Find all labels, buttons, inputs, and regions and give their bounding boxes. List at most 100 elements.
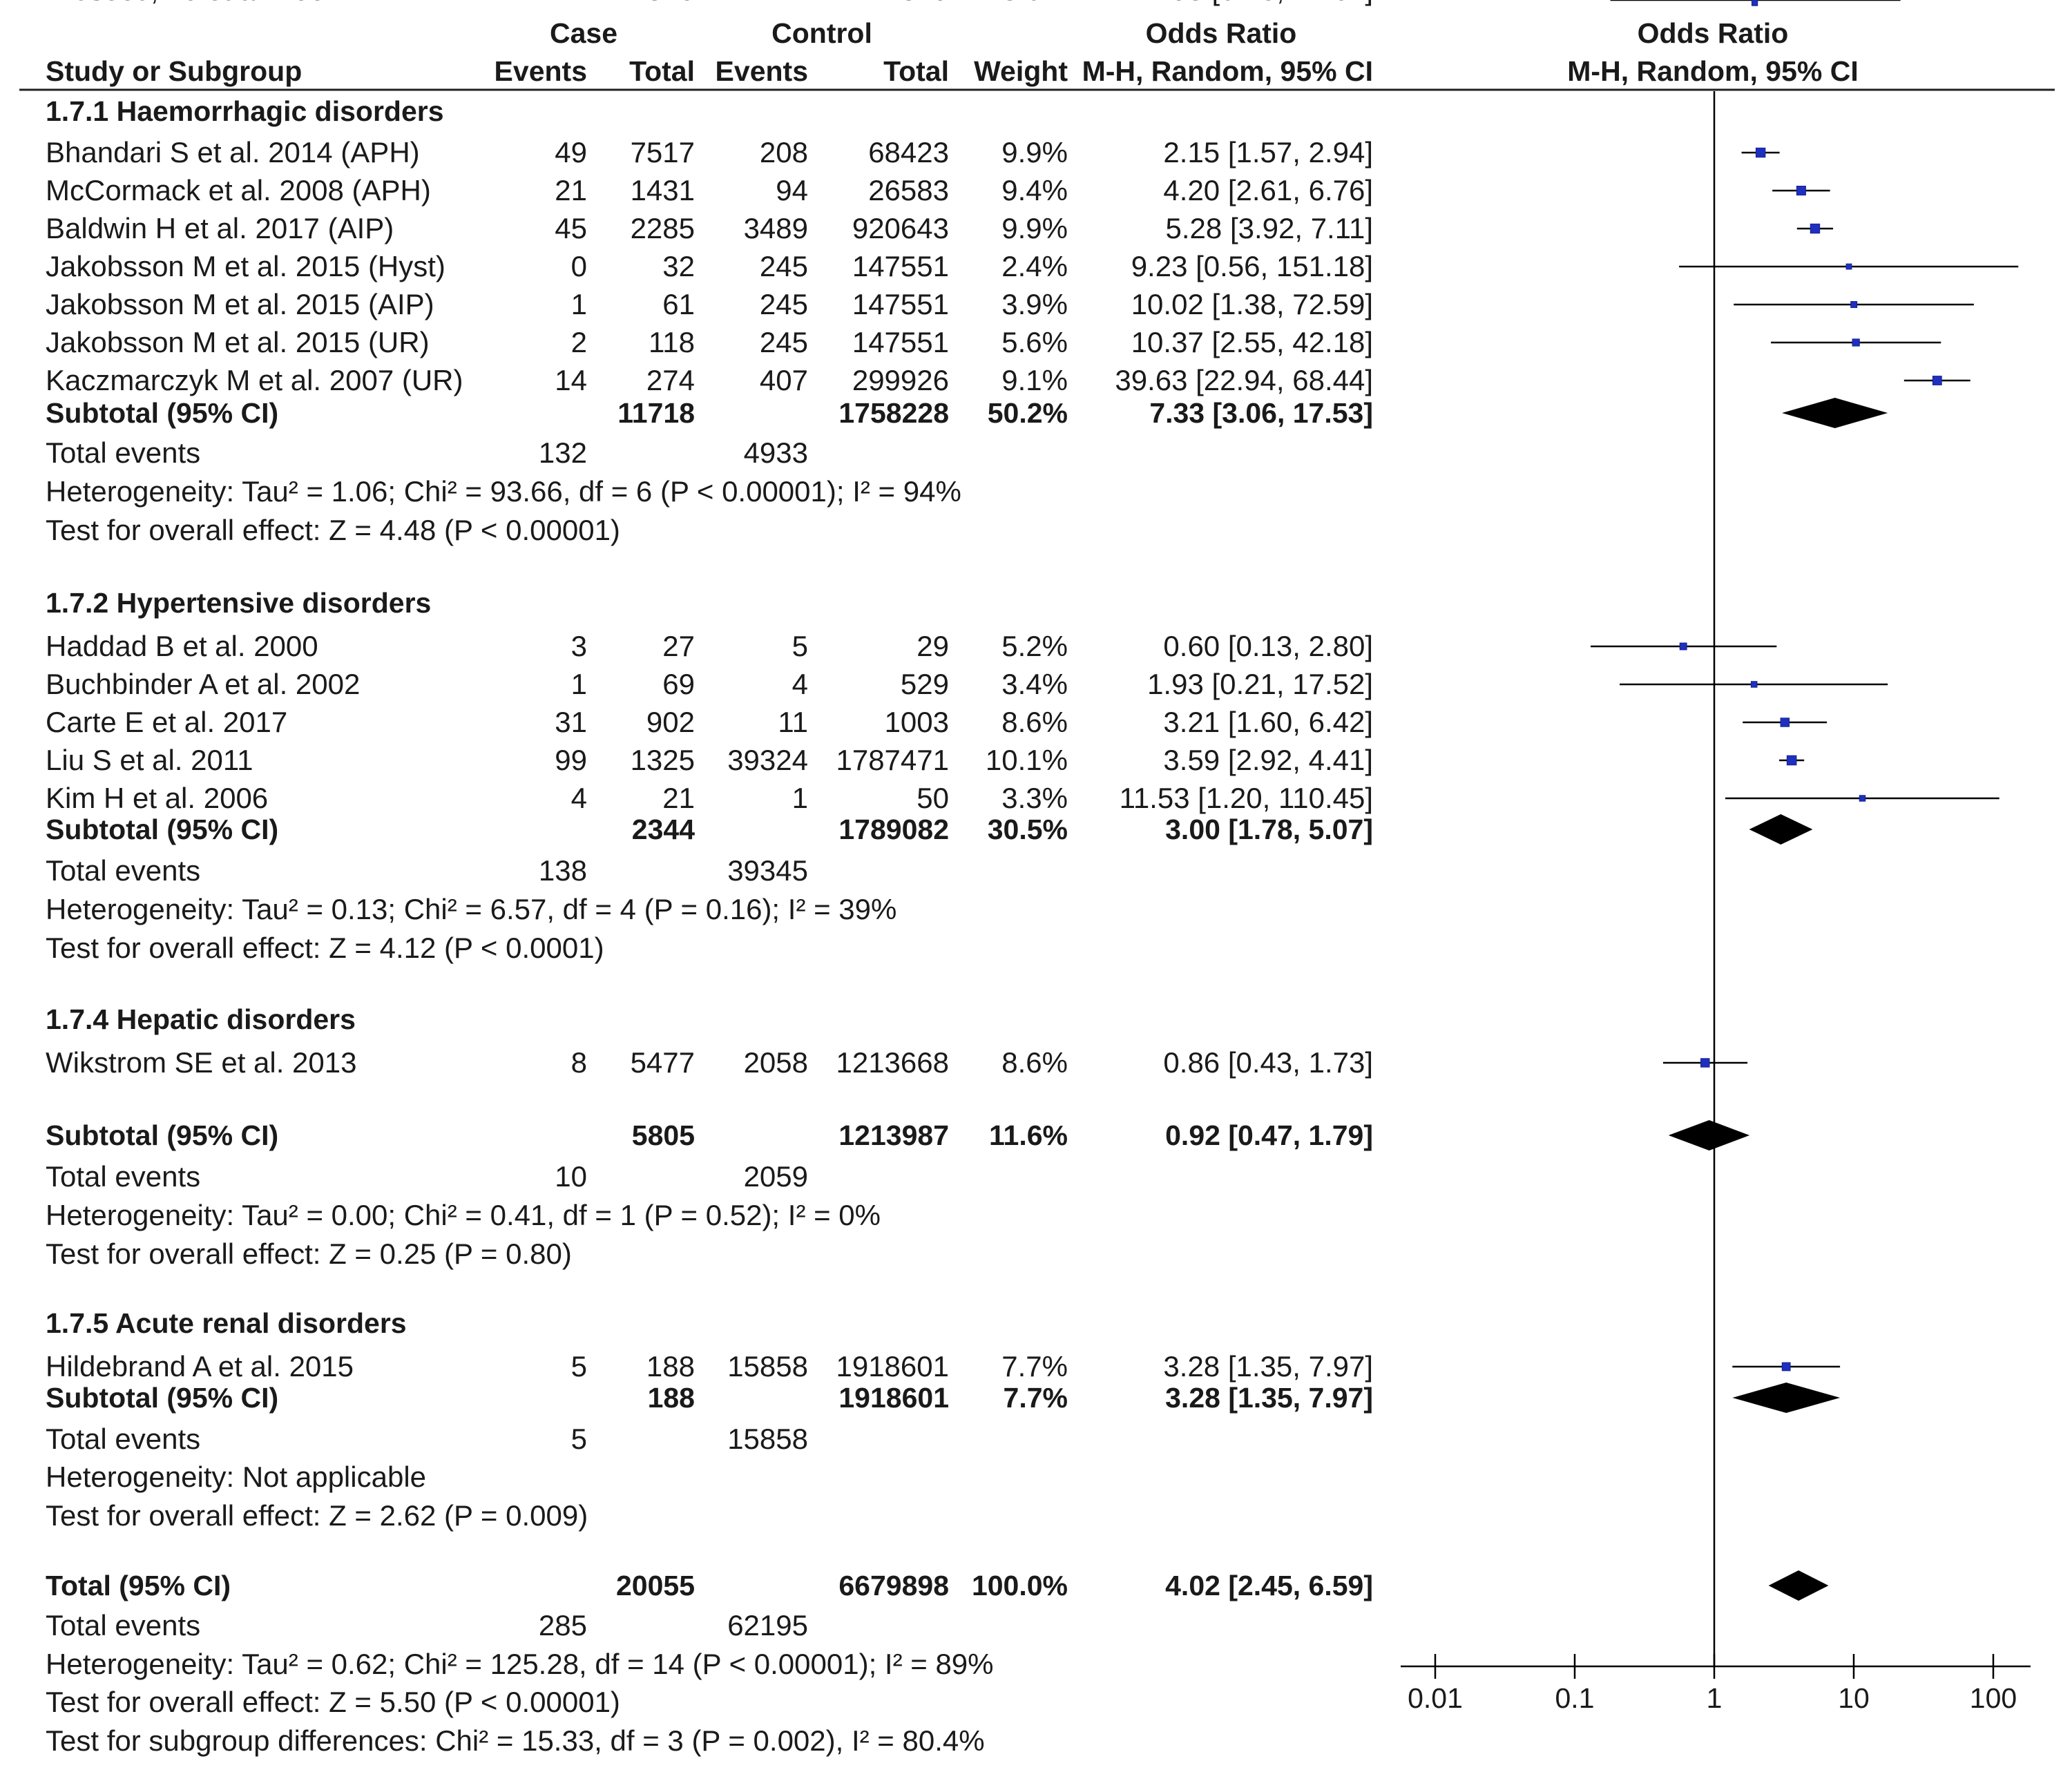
- odds-ratio-ci: 5.28 [3.92, 7.11]: [1166, 212, 1373, 244]
- control-events: 39324: [727, 744, 808, 776]
- total-events-control: 39345: [727, 854, 808, 887]
- control-events: 407: [760, 364, 808, 396]
- control-total: 1213668: [836, 1046, 949, 1079]
- total-events-label: Total events: [46, 854, 200, 887]
- case-events: 45: [555, 212, 587, 244]
- case-total: 274: [646, 364, 695, 396]
- study-point-marker: [1850, 301, 1858, 308]
- study-point-marker: [1780, 718, 1790, 727]
- header-odds-ratio-column: Odds Ratio: [1146, 17, 1297, 49]
- study-weight: 5.2%: [1001, 630, 1068, 662]
- control-total: 68423: [868, 136, 949, 169]
- study-weight: 9.4%: [1001, 174, 1068, 206]
- total-events-label: Total events: [46, 1423, 200, 1455]
- case-total: 328: [646, 0, 695, 6]
- subtotal-control-total: 1789082: [838, 814, 949, 845]
- total-heterogeneity-text: Heterogeneity: Tau² = 0.62; Chi² = 125.2…: [46, 1648, 994, 1680]
- total-label: Total (95% CI): [46, 1570, 231, 1601]
- study-weight: 3.3%: [1001, 782, 1068, 814]
- header-control: Control: [771, 17, 872, 49]
- control-events: 5: [792, 630, 808, 662]
- subgroup-heading: 1.7.2 Hypertensive disorders: [46, 587, 431, 619]
- case-total: 188: [646, 1350, 695, 1383]
- forest-table-rows: 1.7.1 Haemorrhagic disorders Bhandari S e…: [46, 0, 1373, 1757]
- subtotal-diamond: [1668, 1120, 1750, 1151]
- case-events: 4: [571, 782, 587, 814]
- odds-ratio-ci: 0.60 [0.13, 2.80]: [1163, 630, 1373, 662]
- header-method-plot: M-H, Random, 95% CI: [1567, 55, 1858, 87]
- case-events: 99: [555, 744, 587, 776]
- study-point-marker: [1781, 1362, 1791, 1371]
- overall-effect-text: Test for overall effect: Z = 4.48 (P < 0…: [46, 514, 620, 546]
- subtotal-label: Subtotal (95% CI): [46, 1119, 278, 1151]
- study-name: Bhandari S et al. 2014 (APH): [46, 136, 420, 169]
- overall-effect-text: Test for overall effect: Z = 0.25 (P = 0…: [46, 1238, 572, 1270]
- case-events: 21: [555, 174, 587, 206]
- study-point-marker: [1786, 755, 1797, 766]
- control-total: 50: [917, 782, 949, 814]
- study-weight: 9.9%: [1001, 212, 1068, 244]
- subgroup-heading: 1.7.4 Hepatic disorders: [46, 1003, 356, 1035]
- study-point-marker: [1750, 681, 1758, 688]
- control-total: 1918601: [836, 1350, 949, 1383]
- subtotal-diamond: [1782, 398, 1888, 428]
- study-weight: 3.0%: [1001, 0, 1068, 6]
- overall-effect-text: Test for overall effect: Z = 4.12 (P < 0…: [46, 932, 604, 964]
- control-events: 208: [760, 136, 808, 169]
- table-header: Case Control Odds Ratio Odds Ratio Study…: [19, 17, 2055, 91]
- total-weight: 100.0%: [972, 1570, 1068, 1601]
- study-name: Hildebrand A et al. 2015: [46, 1350, 354, 1383]
- study-weight: 3.9%: [1001, 288, 1068, 320]
- total-diamond: [1768, 1570, 1829, 1601]
- control-events: 245: [760, 250, 808, 282]
- control-total: 319: [901, 0, 949, 6]
- heterogeneity-text: Heterogeneity: Tau² = 1.06; Chi² = 93.66…: [46, 475, 961, 508]
- case-total: 7517: [631, 136, 695, 169]
- subtotal-label: Subtotal (95% CI): [46, 397, 278, 429]
- control-total: 147551: [852, 326, 949, 358]
- study-name: Baldwin H et al. 2017 (AIP): [46, 212, 394, 244]
- odds-ratio-ci: 3.28 [1.35, 7.97]: [1163, 1350, 1373, 1383]
- odds-ratio-ci: 1.93 [0.21, 17.52]: [1147, 668, 1373, 700]
- control-events: 4: [792, 668, 808, 700]
- case-total: 27: [662, 630, 695, 662]
- header-study: Study or Subgroup: [46, 55, 302, 87]
- total-events-case: 138: [539, 854, 587, 887]
- study-weight: 5.6%: [1001, 326, 1068, 358]
- study-name: Buchbinder A et al. 2002: [46, 668, 360, 700]
- case-total: 902: [646, 706, 695, 738]
- overall-effect-text: Test for overall effect: Z = 2.62 (P = 0…: [46, 1499, 588, 1532]
- case-total: 21: [662, 782, 695, 814]
- total-events-label: Total events: [46, 1160, 200, 1193]
- control-total: 26583: [868, 174, 949, 206]
- subtotal-label: Subtotal (95% CI): [46, 1382, 278, 1414]
- odds-ratio-ci: 11.53 [1.20, 110.45]: [1120, 782, 1373, 814]
- study-point-marker: [1810, 223, 1821, 234]
- study-point-marker: [1755, 147, 1766, 158]
- study-name: Carte E et al. 2017: [46, 706, 287, 738]
- control-total: 529: [901, 668, 949, 700]
- subtotal-odds-ratio-ci: 0.92 [0.47, 1.79]: [1165, 1119, 1373, 1151]
- total-events-control: 4933: [744, 436, 808, 469]
- study-point-marker: [1859, 795, 1866, 802]
- odds-ratio-ci: 10.02 [1.38, 72.59]: [1131, 288, 1373, 320]
- study-weight: 10.1%: [986, 744, 1068, 776]
- case-events: 2: [571, 326, 587, 358]
- study-weight: 2.4%: [1001, 250, 1068, 282]
- odds-ratio-ci: 2.15 [1.57, 2.94]: [1163, 136, 1373, 169]
- forest-plot-area: 0.01 0.1 1 10 100: [1401, 0, 2031, 1714]
- case-events: 3: [571, 630, 587, 662]
- subtotal-odds-ratio-ci: 7.33 [3.06, 17.53]: [1149, 397, 1373, 429]
- total-events-case: 285: [539, 1609, 587, 1642]
- case-events: 1: [571, 288, 587, 320]
- header-control-events: Events: [716, 55, 808, 87]
- control-total: 920643: [852, 212, 949, 244]
- study-weight: 9.1%: [1001, 364, 1068, 396]
- total-events-control: 62195: [727, 1609, 808, 1642]
- header-case-total: Total: [629, 55, 695, 87]
- x-axis-tick-label: 0.1: [1555, 1682, 1595, 1714]
- subtotal-case-total: 2344: [632, 814, 695, 845]
- subgroup-differences-text: Test for subgroup differences: Chi² = 15…: [46, 1724, 985, 1757]
- subtotal-odds-ratio-ci: 3.00 [1.78, 5.07]: [1165, 814, 1373, 845]
- control-total: 147551: [852, 250, 949, 282]
